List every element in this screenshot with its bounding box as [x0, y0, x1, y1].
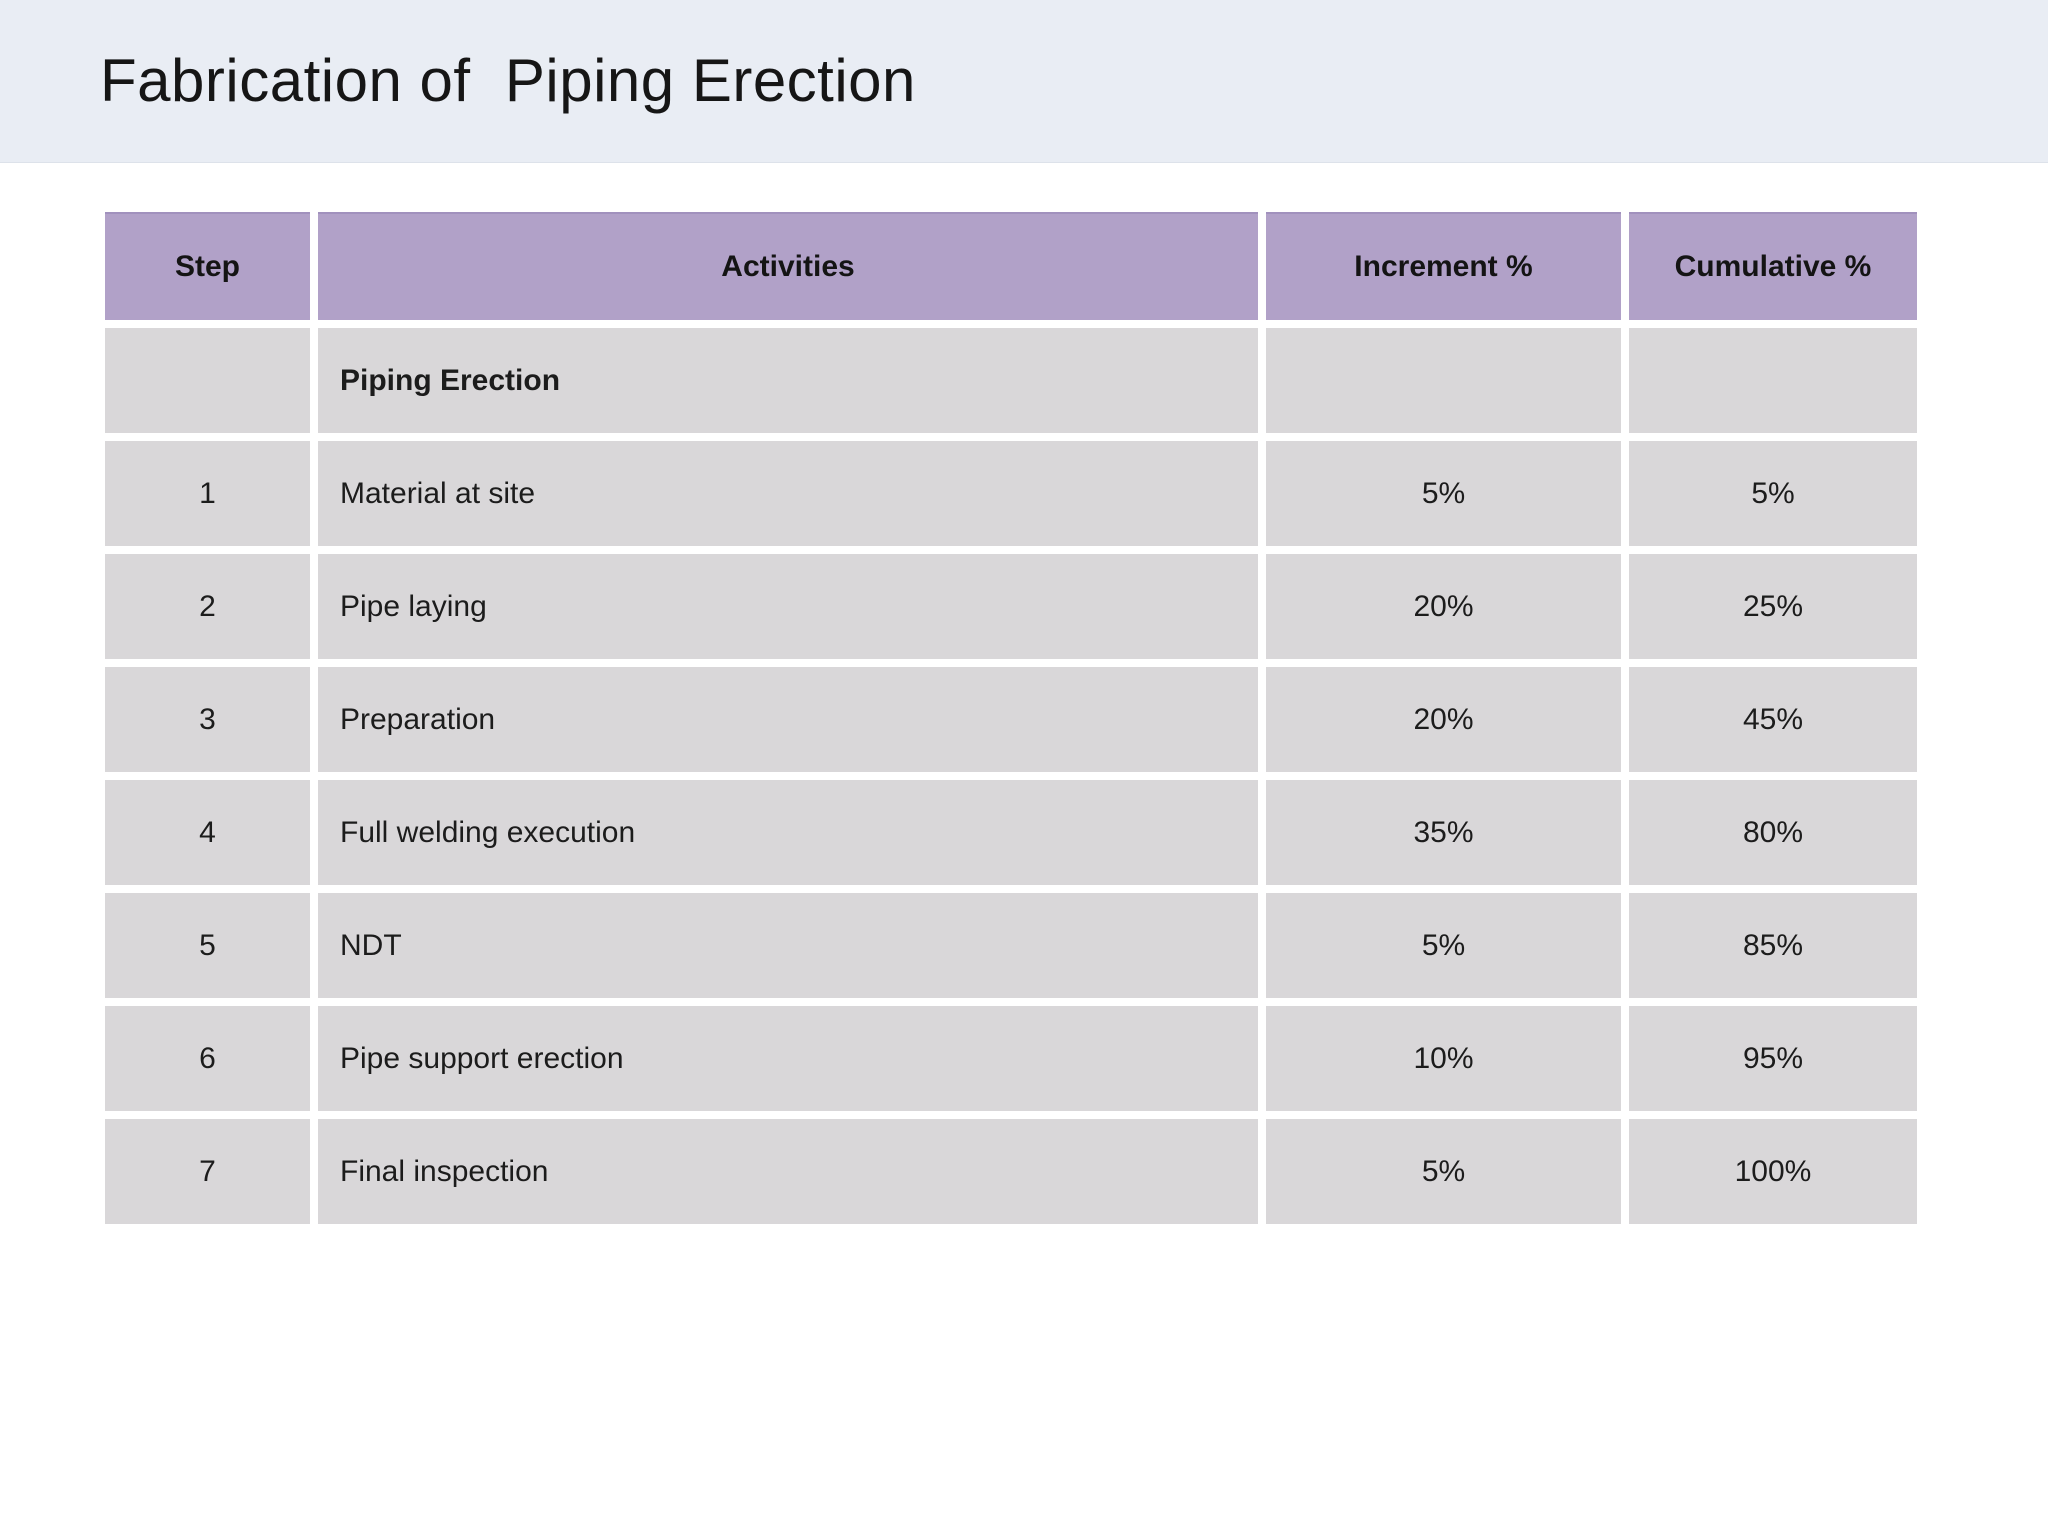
cell-activity: NDT — [318, 893, 1258, 998]
cell-cumulative: 25% — [1629, 554, 1917, 659]
cell-step — [105, 328, 310, 433]
cell-cumulative: 5% — [1629, 441, 1917, 546]
col-header-increment: Increment % — [1266, 212, 1621, 320]
cell-increment: 20% — [1266, 554, 1621, 659]
cell-activity: Material at site — [318, 441, 1258, 546]
cell-cumulative: 100% — [1629, 1119, 1917, 1224]
cell-step: 2 — [105, 554, 310, 659]
table-row: 5 NDT 5% 85% — [105, 893, 1917, 998]
col-header-cumulative: Cumulative % — [1629, 212, 1917, 320]
cell-activity: Piping Erection — [318, 328, 1258, 433]
cell-step: 1 — [105, 441, 310, 546]
cell-activity: Preparation — [318, 667, 1258, 772]
table-row: 7 Final inspection 5% 100% — [105, 1119, 1917, 1224]
table-row: 4 Full welding execution 35% 80% — [105, 780, 1917, 885]
cell-increment: 10% — [1266, 1006, 1621, 1111]
cell-increment: 5% — [1266, 1119, 1621, 1224]
table-row: 6 Pipe support erection 10% 95% — [105, 1006, 1917, 1111]
cell-step: 3 — [105, 667, 310, 772]
progress-table: Step Activities Increment % Cumulative %… — [97, 204, 1925, 1232]
cell-step: 7 — [105, 1119, 310, 1224]
cell-increment: 20% — [1266, 667, 1621, 772]
cell-increment: 5% — [1266, 893, 1621, 998]
cell-increment: 5% — [1266, 441, 1621, 546]
cell-cumulative: 85% — [1629, 893, 1917, 998]
cell-step: 6 — [105, 1006, 310, 1111]
cell-cumulative: 95% — [1629, 1006, 1917, 1111]
table-row: 2 Pipe laying 20% 25% — [105, 554, 1917, 659]
cell-step: 5 — [105, 893, 310, 998]
cell-step: 4 — [105, 780, 310, 885]
cell-increment — [1266, 328, 1621, 433]
cell-cumulative — [1629, 328, 1917, 433]
col-header-activities: Activities — [318, 212, 1258, 320]
cell-activity: Full welding execution — [318, 780, 1258, 885]
cell-activity: Pipe laying — [318, 554, 1258, 659]
cell-activity: Final inspection — [318, 1119, 1258, 1224]
cell-cumulative: 80% — [1629, 780, 1917, 885]
cell-cumulative: 45% — [1629, 667, 1917, 772]
cell-increment: 35% — [1266, 780, 1621, 885]
slide-title: Fabrication of Piping Erection — [100, 47, 916, 114]
table-row: 3 Preparation 20% 45% — [105, 667, 1917, 772]
cell-activity: Pipe support erection — [318, 1006, 1258, 1111]
table-row: 1 Material at site 5% 5% — [105, 441, 1917, 546]
table-row: Piping Erection — [105, 328, 1917, 433]
title-band: Fabrication of Piping Erection — [0, 0, 2048, 163]
col-header-step: Step — [105, 212, 310, 320]
table-header-row: Step Activities Increment % Cumulative % — [105, 212, 1917, 320]
